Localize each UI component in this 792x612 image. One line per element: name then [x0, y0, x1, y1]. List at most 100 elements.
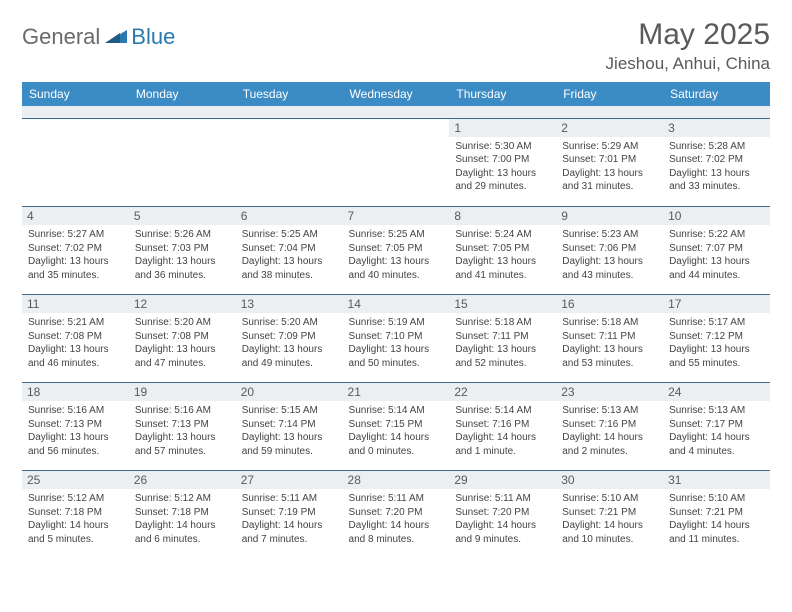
- day-details: Sunrise: 5:18 AMSunset: 7:11 PMDaylight:…: [455, 316, 550, 370]
- day-number: 3: [663, 119, 770, 137]
- sunrise-text: Sunrise: 5:12 AM: [135, 492, 230, 506]
- day-cell: 24Sunrise: 5:13 AMSunset: 7:17 PMDayligh…: [663, 383, 770, 471]
- sunrise-text: Sunrise: 5:17 AM: [669, 316, 764, 330]
- day-details: Sunrise: 5:11 AMSunset: 7:19 PMDaylight:…: [242, 492, 337, 546]
- sunset-text: Sunset: 7:04 PM: [242, 242, 337, 256]
- day-number: 20: [236, 383, 343, 401]
- day-cell: 14 Sunrise: 5:19 AMSunset: 7:10 PMDayligh…: [343, 295, 450, 383]
- day-details: Sunrise: 5:27 AMSunset: 7:02 PMDaylight:…: [28, 228, 123, 282]
- sunrise-text: Sunrise: 5:10 AM: [562, 492, 657, 506]
- day-cell: 31 Sunrise: 5:10 AMSunset: 7:21 PMDayligh…: [663, 471, 770, 559]
- sunrise-text: Sunrise: 5:11 AM: [455, 492, 550, 506]
- sunrise-text: Sunrise: 5:20 AM: [242, 316, 337, 330]
- day-number: 5: [129, 207, 236, 225]
- daylight-text: Daylight: 13 hours and 47 minutes.: [135, 343, 230, 370]
- day-cell: 17Sunrise: 5:17 AMSunset: 7:12 PMDayligh…: [663, 295, 770, 383]
- daylight-text: Daylight: 14 hours and 7 minutes.: [242, 519, 337, 546]
- day-cell: 21 Sunrise: 5:14 AMSunset: 7:15 PMDayligh…: [343, 383, 450, 471]
- sunset-text: Sunset: 7:11 PM: [562, 330, 657, 344]
- day-cell: 13Sunrise: 5:20 AMSunset: 7:09 PMDayligh…: [236, 295, 343, 383]
- sunset-text: Sunset: 7:13 PM: [28, 418, 123, 432]
- daylight-text: Daylight: 13 hours and 43 minutes.: [562, 255, 657, 282]
- week-row: 25Sunrise: 5:12 AMSunset: 7:18 PMDayligh…: [22, 471, 770, 559]
- daylight-text: Daylight: 14 hours and 11 minutes.: [669, 519, 764, 546]
- daylight-text: Daylight: 13 hours and 40 minutes.: [349, 255, 444, 282]
- sunrise-text: Sunrise: 5:14 AM: [349, 404, 444, 418]
- day-number: 29: [449, 471, 556, 489]
- sunrise-text: Sunrise: 5:20 AM: [135, 316, 230, 330]
- day-details: Sunrise: 5:26 AMSunset: 7:03 PMDaylight:…: [135, 228, 230, 282]
- daylight-text: Daylight: 14 hours and 1 minute.: [455, 431, 550, 458]
- day-details: Sunrise: 5:20 AMSunset: 7:08 PMDaylight:…: [135, 316, 230, 370]
- day-cell: 3Sunrise: 5:28 AMSunset: 7:02 PMDaylight…: [663, 119, 770, 207]
- sunrise-text: Sunrise: 5:23 AM: [562, 228, 657, 242]
- day-cell: 27 Sunrise: 5:11 AMSunset: 7:19 PMDayligh…: [236, 471, 343, 559]
- day-cell: [343, 119, 450, 207]
- day-details: Sunrise: 5:11 AMSunset: 7:20 PMDaylight:…: [455, 492, 550, 546]
- day-number: 8: [449, 207, 556, 225]
- sunset-text: Sunset: 7:00 PM: [455, 153, 550, 167]
- day-number: 18: [22, 383, 129, 401]
- day-cell: 22Sunrise: 5:14 AMSunset: 7:16 PMDayligh…: [449, 383, 556, 471]
- day-details: Sunrise: 5:12 AMSunset: 7:18 PMDaylight:…: [135, 492, 230, 546]
- sunset-text: Sunset: 7:09 PM: [242, 330, 337, 344]
- sunset-text: Sunset: 7:02 PM: [28, 242, 123, 256]
- day-cell: [129, 119, 236, 207]
- day-number: 27: [236, 471, 343, 489]
- day-number: 10: [663, 207, 770, 225]
- sunset-text: Sunset: 7:19 PM: [242, 506, 337, 520]
- day-number: 31: [663, 471, 770, 489]
- day-number: 28: [343, 471, 450, 489]
- brand-blue: Blue: [131, 24, 175, 50]
- spacer-row: [22, 106, 770, 118]
- sunset-text: Sunset: 7:11 PM: [455, 330, 550, 344]
- sunset-text: Sunset: 7:13 PM: [135, 418, 230, 432]
- sunrise-text: Sunrise: 5:30 AM: [455, 140, 550, 154]
- day-cell: 15Sunrise: 5:18 AMSunset: 7:11 PMDayligh…: [449, 295, 556, 383]
- sunset-text: Sunset: 7:18 PM: [135, 506, 230, 520]
- sunset-text: Sunset: 7:20 PM: [349, 506, 444, 520]
- sunrise-text: Sunrise: 5:28 AM: [669, 140, 764, 154]
- sunset-text: Sunset: 7:14 PM: [242, 418, 337, 432]
- day-number: 14: [343, 295, 450, 313]
- day-cell: 23Sunrise: 5:13 AMSunset: 7:16 PMDayligh…: [556, 383, 663, 471]
- day-number: 23: [556, 383, 663, 401]
- sunset-text: Sunset: 7:10 PM: [349, 330, 444, 344]
- sunset-text: Sunset: 7:08 PM: [28, 330, 123, 344]
- daylight-text: Daylight: 13 hours and 56 minutes.: [28, 431, 123, 458]
- sunrise-text: Sunrise: 5:21 AM: [28, 316, 123, 330]
- daylight-text: Daylight: 14 hours and 9 minutes.: [455, 519, 550, 546]
- brand-general: General: [22, 24, 100, 50]
- sunrise-text: Sunrise: 5:10 AM: [669, 492, 764, 506]
- brand-logo: General Blue: [22, 18, 175, 50]
- day-cell: 19Sunrise: 5:16 AMSunset: 7:13 PMDayligh…: [129, 383, 236, 471]
- day-details: Sunrise: 5:14 AMSunset: 7:15 PMDaylight:…: [349, 404, 444, 458]
- daylight-text: Daylight: 14 hours and 8 minutes.: [349, 519, 444, 546]
- day-number: 13: [236, 295, 343, 313]
- brand-triangle-icon: [105, 27, 127, 48]
- day-header-thursday: Thursday: [449, 82, 556, 106]
- daylight-text: Daylight: 13 hours and 44 minutes.: [669, 255, 764, 282]
- day-cell: 4Sunrise: 5:27 AMSunset: 7:02 PMDaylight…: [22, 207, 129, 295]
- sunset-text: Sunset: 7:16 PM: [562, 418, 657, 432]
- sunset-text: Sunset: 7:08 PM: [135, 330, 230, 344]
- sunrise-text: Sunrise: 5:27 AM: [28, 228, 123, 242]
- day-details: Sunrise: 5:11 AMSunset: 7:20 PMDaylight:…: [349, 492, 444, 546]
- sunrise-text: Sunrise: 5:14 AM: [455, 404, 550, 418]
- daylight-text: Daylight: 13 hours and 57 minutes.: [135, 431, 230, 458]
- day-details: Sunrise: 5:25 AMSunset: 7:05 PMDaylight:…: [349, 228, 444, 282]
- sunset-text: Sunset: 7:20 PM: [455, 506, 550, 520]
- sunset-text: Sunset: 7:05 PM: [349, 242, 444, 256]
- sunrise-text: Sunrise: 5:11 AM: [242, 492, 337, 506]
- day-details: Sunrise: 5:19 AMSunset: 7:10 PMDaylight:…: [349, 316, 444, 370]
- day-cell: 10Sunrise: 5:22 AMSunset: 7:07 PMDayligh…: [663, 207, 770, 295]
- sunset-text: Sunset: 7:15 PM: [349, 418, 444, 432]
- day-cell: [236, 119, 343, 207]
- day-number: 21: [343, 383, 450, 401]
- day-cell: 7Sunrise: 5:25 AMSunset: 7:05 PMDaylight…: [343, 207, 450, 295]
- daylight-text: Daylight: 14 hours and 10 minutes.: [562, 519, 657, 546]
- sunset-text: Sunset: 7:02 PM: [669, 153, 764, 167]
- day-details: Sunrise: 5:10 AMSunset: 7:21 PMDaylight:…: [669, 492, 764, 546]
- day-cell: 28 Sunrise: 5:11 AMSunset: 7:20 PMDayligh…: [343, 471, 450, 559]
- day-number: 11: [22, 295, 129, 313]
